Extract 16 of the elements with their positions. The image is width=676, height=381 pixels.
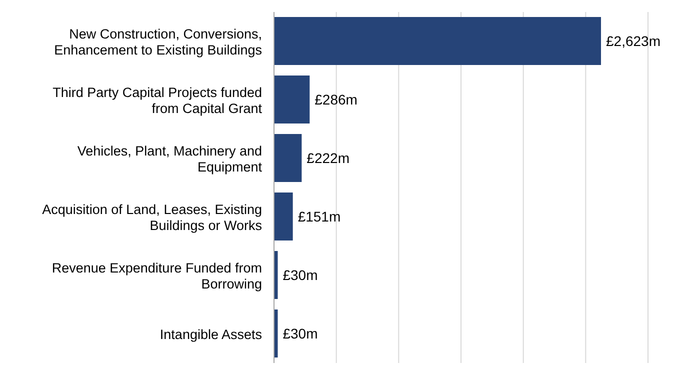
data-label: £151m: [298, 208, 341, 224]
y-tick-label: Acquisition of Land, Leases, Existing Buildings or Works: [42, 201, 262, 232]
data-label: £30m: [282, 325, 318, 342]
data-label: £286m: [314, 91, 358, 108]
data-label: £30m: [282, 266, 318, 283]
bar: [274, 17, 601, 65]
y-tick-label: Revenue Expenditure Funded from Borrowing: [52, 260, 262, 291]
y-tick-label: Third Party Capital Projects funded from Capital Grant: [52, 84, 262, 116]
y-tick-label: Vehicles, Plant, Machinery and Equipment: [77, 142, 262, 174]
data-label: £222m: [306, 150, 350, 166]
bar: [274, 76, 310, 124]
y-tick-label: Intangible Assets: [160, 326, 262, 342]
data-label: £2,623m: [606, 32, 660, 49]
bar: [274, 134, 302, 182]
bar: [274, 192, 293, 240]
y-tick-label: New Construction, Conversions, Enhancement to Existing Buildings: [54, 26, 262, 57]
